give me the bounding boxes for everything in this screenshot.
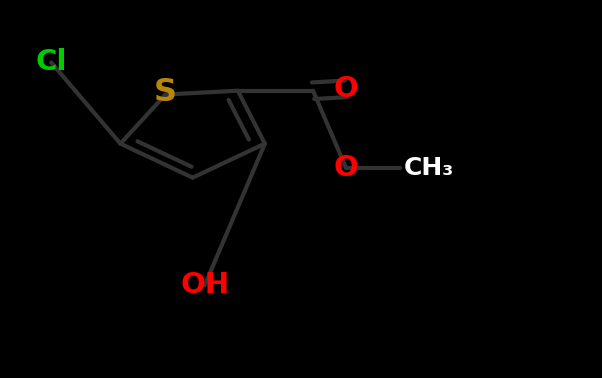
Text: O: O bbox=[334, 75, 359, 103]
Text: OH: OH bbox=[180, 271, 229, 299]
Text: CH₃: CH₃ bbox=[403, 156, 453, 180]
Text: O: O bbox=[334, 154, 359, 182]
Text: Cl: Cl bbox=[36, 48, 67, 76]
Text: S: S bbox=[154, 77, 177, 108]
